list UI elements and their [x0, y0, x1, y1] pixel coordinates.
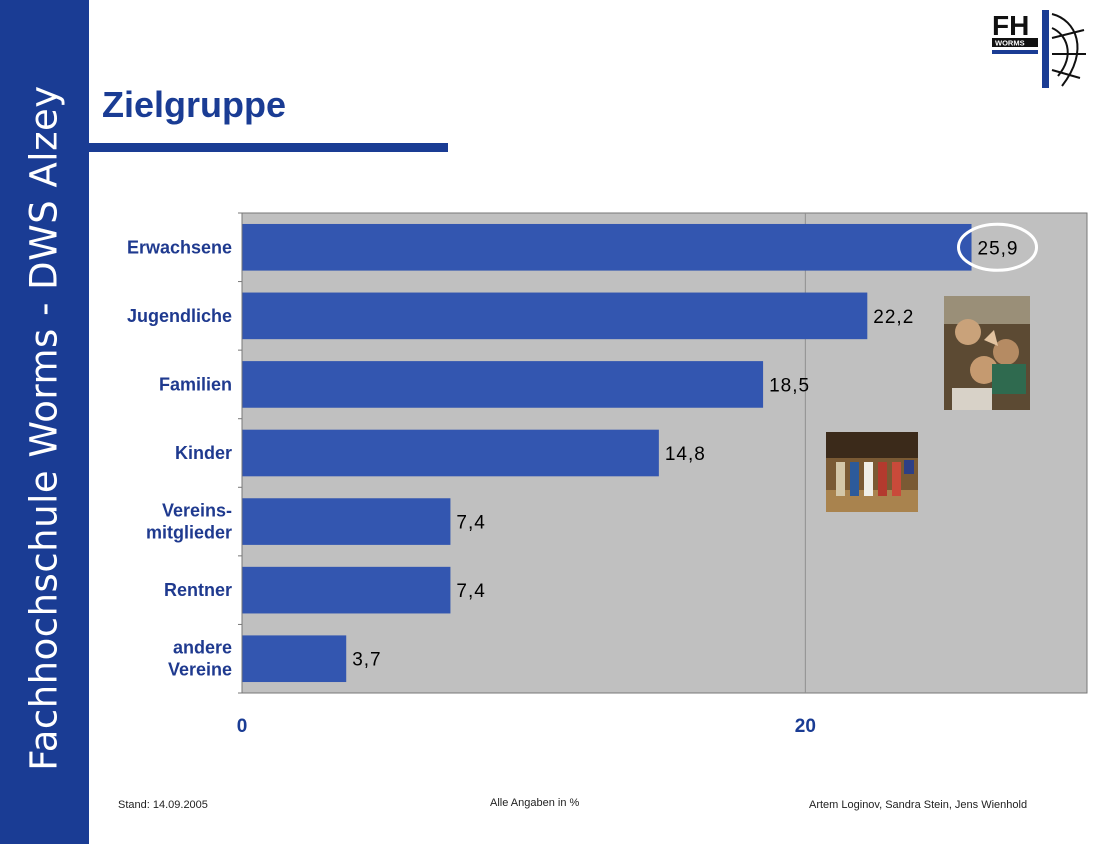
logo-stripe	[992, 50, 1038, 54]
data-label: 3,7	[352, 650, 381, 671]
logo-band	[992, 38, 1038, 47]
footer-units-note: Alle Angaben in %	[490, 797, 580, 809]
data-label: 18,5	[769, 375, 810, 396]
sidebar: Fachhochschule Worms - DWS Alzey	[0, 0, 89, 844]
page-title: Zielgruppe	[102, 84, 287, 125]
category-label: Vereine	[168, 660, 232, 680]
bar	[242, 566, 451, 614]
logo-subtext: WORMS	[995, 39, 1025, 48]
category-label: Vereins-	[162, 501, 232, 521]
data-label: 25,9	[978, 238, 1019, 259]
category-label: Familien	[159, 374, 232, 394]
category-label: Erwachsene	[127, 237, 232, 257]
bar	[242, 361, 764, 408]
category-label: Jugendliche	[127, 306, 232, 326]
bar	[242, 429, 659, 477]
footer-authors: Artem Loginov, Sandra Stein, Jens Wienho…	[809, 799, 1028, 811]
labels-layer: 0 20 25,9 Erwachsene 22,2 Jugendliche 18,5 Fami…	[127, 222, 1039, 737]
footer-date: Stand: 14.09.2005	[118, 799, 208, 811]
data-label: 7,4	[456, 581, 485, 602]
data-label: 7,4	[456, 513, 485, 534]
title-underline	[89, 143, 448, 152]
category-label: Rentner	[164, 580, 232, 600]
data-label: 22,2	[873, 307, 914, 328]
photo-youths	[944, 296, 1030, 410]
x-tick-label: 20	[795, 716, 816, 737]
x-tick-label: 0	[237, 716, 248, 737]
globe-icon	[1051, 13, 1086, 87]
bar	[242, 498, 451, 545]
photo-icon	[944, 296, 1030, 410]
bars-layer	[242, 223, 972, 683]
category-label: Kinder	[175, 443, 232, 463]
bar	[242, 635, 347, 683]
fh-worms-logo: FH WORMS	[992, 10, 1086, 88]
photo-icon	[826, 432, 918, 512]
logo-text: FH	[992, 10, 1029, 41]
bar	[242, 292, 868, 340]
category-label: mitglieder	[146, 523, 232, 543]
bar	[242, 223, 972, 271]
highlight-circle	[957, 222, 1039, 272]
data-label: 14,8	[665, 444, 706, 465]
axis-layer	[238, 212, 243, 694]
photo-children-stage	[826, 432, 918, 512]
category-label: andere	[173, 638, 232, 658]
logo-bar	[1042, 10, 1049, 88]
